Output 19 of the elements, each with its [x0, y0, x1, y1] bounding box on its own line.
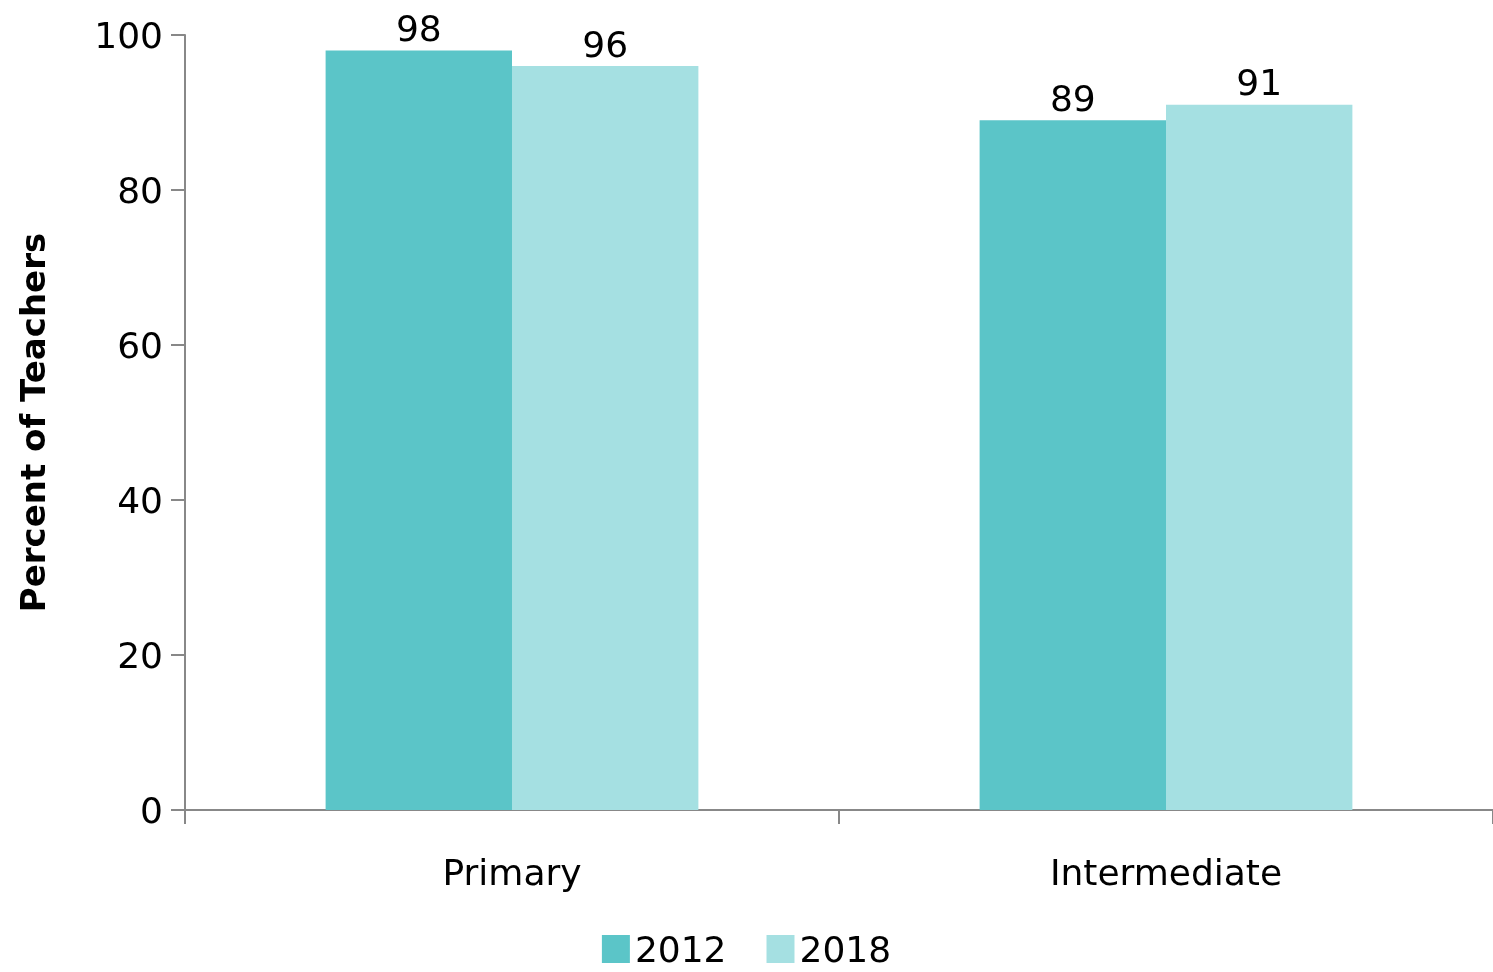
- y-tick-label: 80: [117, 169, 163, 211]
- y-tick-label: 40: [117, 479, 163, 521]
- y-tick-label: 20: [117, 634, 163, 676]
- x-tick-label: Primary: [442, 851, 582, 893]
- data-label: 91: [1236, 62, 1283, 104]
- x-tick-label: Intermediate: [1049, 851, 1283, 893]
- legend-label: 2018: [799, 928, 892, 970]
- data-label: 98: [395, 8, 442, 49]
- bar: [979, 120, 1166, 810]
- bar: [325, 50, 512, 810]
- y-tick-label: 0: [140, 789, 163, 831]
- y-axis-title: Percent of Teachers: [13, 232, 53, 613]
- data-label: 89: [1049, 77, 1096, 119]
- bar: [512, 66, 699, 810]
- y-tick-label: 100: [94, 14, 163, 56]
- y-tick-label: 60: [117, 324, 163, 366]
- legend-label: 2012: [634, 928, 727, 970]
- data-label: 96: [582, 23, 629, 65]
- bar: [1166, 104, 1353, 810]
